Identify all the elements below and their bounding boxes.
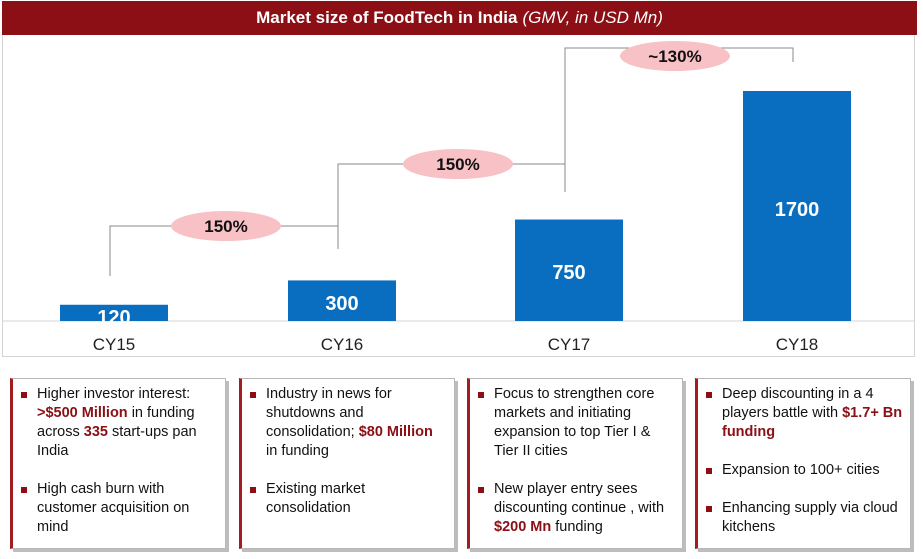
card-2-bullet-2: Existing market consolidation — [246, 480, 448, 518]
tick-label-cy17: CY17 — [548, 335, 591, 354]
bullet-text: Deep discounting in a 4 players battle w… — [722, 386, 874, 421]
growth-label-2: 150% — [436, 155, 479, 174]
bullet-text: in funding — [266, 443, 329, 459]
insight-card-cy17: Focus to strengthen core markets and ini… — [467, 378, 683, 549]
chart-title-main: Market size of FoodTech in India — [256, 8, 518, 27]
bullet-text: start-ups pan India — [37, 424, 197, 459]
bar-cy16 — [288, 280, 396, 321]
bullet-text: funding — [551, 519, 603, 535]
chart-title: Market size of FoodTech in India (GMV, i… — [2, 1, 917, 35]
bullet-text: Existing market consolidation — [266, 481, 366, 516]
highlight-text: $80 Million — [358, 424, 433, 440]
growth-label-3: ~130% — [648, 47, 701, 66]
growth-label-1: 150% — [204, 217, 247, 236]
bullet-text: Enhancing supply via cloud kitchens — [722, 500, 898, 535]
card-1-bullet-2: High cash burn with customer acquisition… — [17, 480, 219, 537]
bullet-text: New player entry sees discounting contin… — [494, 481, 665, 516]
highlight-text: $1.7+ Bn funding — [722, 405, 903, 440]
card-2-bullet-1: Industry in news for shutdowns and conso… — [246, 385, 448, 461]
card-4-bullet-3: Enhancing supply via cloud kitchens — [702, 499, 904, 537]
bullet-text: High cash burn with customer acquisition… — [37, 481, 190, 535]
tick-label-cy16: CY16 — [321, 335, 364, 354]
bar-cy18 — [743, 91, 851, 321]
tick-label-cy18: CY18 — [776, 335, 819, 354]
bullet-text: Expansion to 100+ cities — [722, 462, 880, 478]
tick-label-cy15: CY15 — [93, 335, 136, 354]
bar-chart: 120 CY15 300 CY16 750 CY17 1700 CY18 150% 150% ~13… — [3, 41, 914, 354]
bar-cy17 — [515, 219, 623, 321]
growth-bubble-3 — [620, 41, 730, 71]
data-label-cy15: 120 — [97, 307, 130, 329]
bullet-text: in funding across — [37, 405, 195, 440]
highlight-text: 335 — [83, 424, 108, 440]
card-3-bullet-1: Focus to strengthen core markets and ini… — [474, 385, 676, 461]
highlight-text: $200 Mn — [494, 519, 552, 535]
bullet-text: Focus to strengthen core markets and ini… — [494, 386, 655, 459]
bullet-text: Higher investor interest: — [37, 386, 191, 402]
data-label-cy17: 750 — [552, 262, 585, 284]
card-4-bullet-1: Deep discounting in a 4 players battle w… — [702, 385, 904, 442]
highlight-text: >$500 Million — [37, 405, 128, 421]
growth-bubble-1 — [171, 211, 281, 241]
data-label-cy16: 300 — [325, 293, 358, 315]
insight-card-cy15: Higher investor interest: >$500 Million … — [10, 378, 226, 549]
insight-card-cy16: Industry in news for shutdowns and conso… — [239, 378, 455, 549]
card-3-bullet-2: New player entry sees discounting contin… — [474, 480, 676, 537]
card-4-bullet-2: Expansion to 100+ cities — [702, 461, 904, 480]
card-1-bullet-1: Higher investor interest: >$500 Million … — [17, 385, 219, 461]
bullet-text: Industry in news for shutdowns and conso… — [266, 386, 392, 440]
bar-cy15 — [60, 304, 168, 321]
data-label-cy18: 1700 — [775, 199, 820, 221]
chart-title-sub: (GMV, in USD Mn) — [522, 8, 663, 27]
growth-bubble-2 — [403, 149, 513, 179]
insight-card-cy18: Deep discounting in a 4 players battle w… — [695, 378, 911, 549]
